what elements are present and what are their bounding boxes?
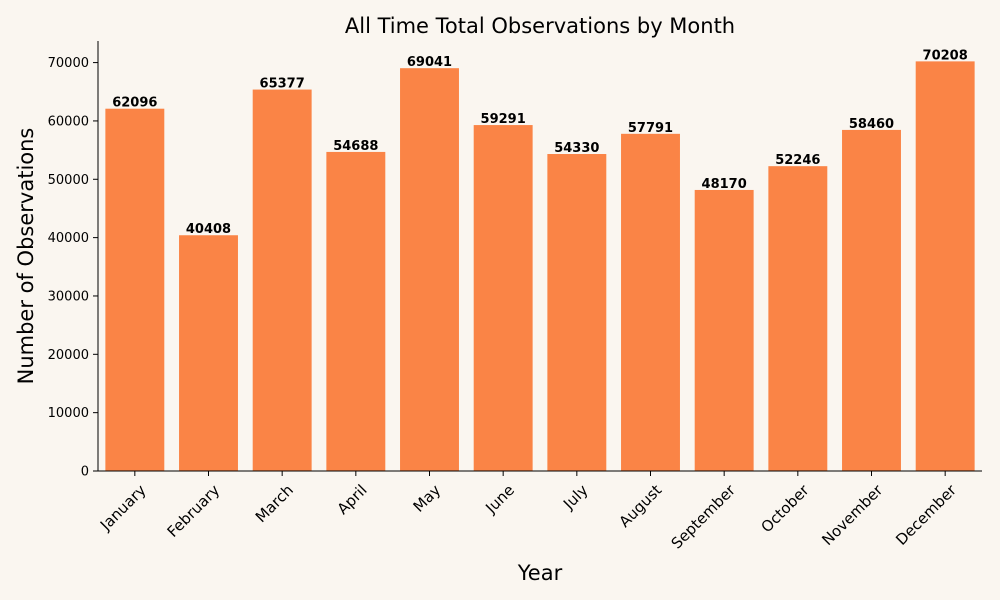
data-label-september: 48170: [702, 177, 747, 192]
x-tick-label-july: July: [559, 481, 592, 514]
data-label-january: 62096: [112, 96, 157, 111]
data-label-october: 52246: [775, 153, 820, 168]
data-label-march: 65377: [260, 77, 305, 92]
chart-title: All Time Total Observations by Month: [345, 14, 735, 38]
y-axis: 0 10000 20000 30000 40000 50000 60000 70000: [48, 41, 99, 480]
x-tick-label-march: March: [252, 481, 297, 526]
bar-march: [252, 89, 312, 471]
data-label-june: 59291: [481, 112, 526, 127]
data-label-february: 40408: [186, 222, 231, 237]
bar-november: [842, 129, 901, 471]
y-tick-label: 50000: [48, 173, 89, 188]
x-tick-label-april: April: [334, 481, 371, 518]
data-label-november: 58460: [849, 117, 894, 132]
x-axis-label: Year: [517, 561, 563, 585]
y-axis-label: Number of Observations: [14, 128, 38, 385]
y-tick-label: 70000: [48, 56, 89, 71]
bar-august: [621, 133, 680, 471]
y-tick-label: 60000: [48, 114, 89, 129]
y-tick-label: 0: [81, 465, 89, 480]
y-tick-label: 10000: [48, 406, 89, 421]
bar-september: [694, 189, 754, 472]
x-tick-label-june: June: [481, 481, 518, 518]
bar-july: [547, 154, 607, 472]
x-tick-label-may: May: [410, 481, 445, 516]
bar-february: [179, 235, 238, 471]
x-tick-label-september: September: [668, 480, 740, 552]
x-axis: January February March April May June July Augu…: [96, 470, 982, 552]
bar-june: [473, 125, 533, 472]
x-tick-label-february: February: [164, 481, 224, 541]
bar-january: [105, 108, 165, 471]
data-label-december: 70208: [923, 48, 968, 63]
bar-april: [326, 151, 386, 471]
x-tick-label-january: January: [96, 481, 150, 535]
x-tick-label-august: August: [615, 481, 665, 531]
y-tick-label: 20000: [48, 348, 89, 363]
bar-october: [768, 166, 828, 471]
bar-december: [915, 61, 975, 471]
y-tick-label: 30000: [48, 289, 89, 304]
data-label-april: 54688: [333, 139, 378, 154]
y-tick-label: 40000: [48, 231, 89, 246]
bars-group: [105, 61, 975, 472]
x-tick-label-october: October: [757, 480, 813, 536]
data-label-august: 57791: [628, 121, 673, 136]
data-label-july: 54330: [554, 141, 599, 156]
bar-may: [400, 68, 459, 471]
data-labels-group: 62096 40408 65377 54688 69041 59291 54330 57791…: [112, 48, 968, 237]
data-label-may: 69041: [407, 55, 452, 70]
x-tick-label-december: December: [892, 480, 960, 548]
x-tick-label-november: November: [818, 480, 886, 548]
